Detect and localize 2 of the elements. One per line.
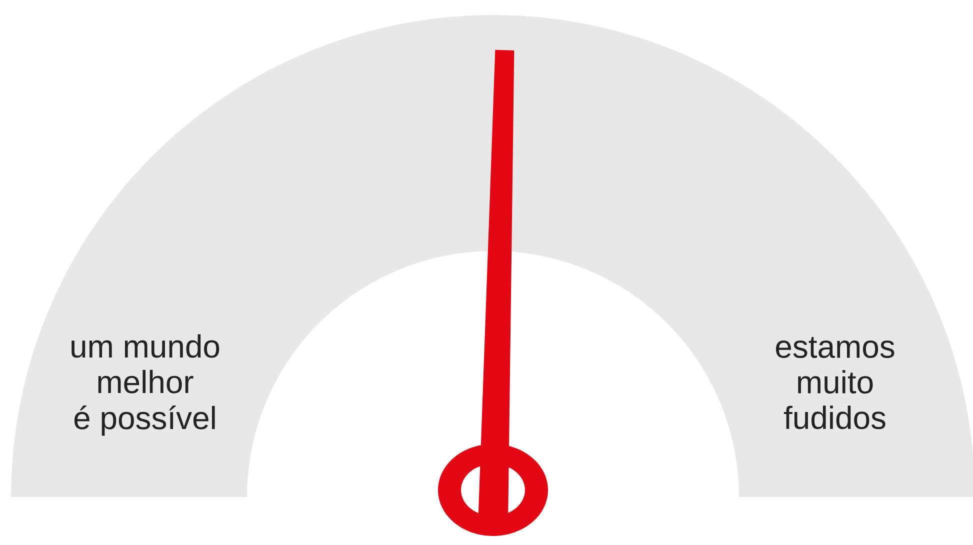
slice-label: um mundo melhor é possível <box>72 334 220 436</box>
slice-label: estamos muito fudidos <box>776 337 894 430</box>
